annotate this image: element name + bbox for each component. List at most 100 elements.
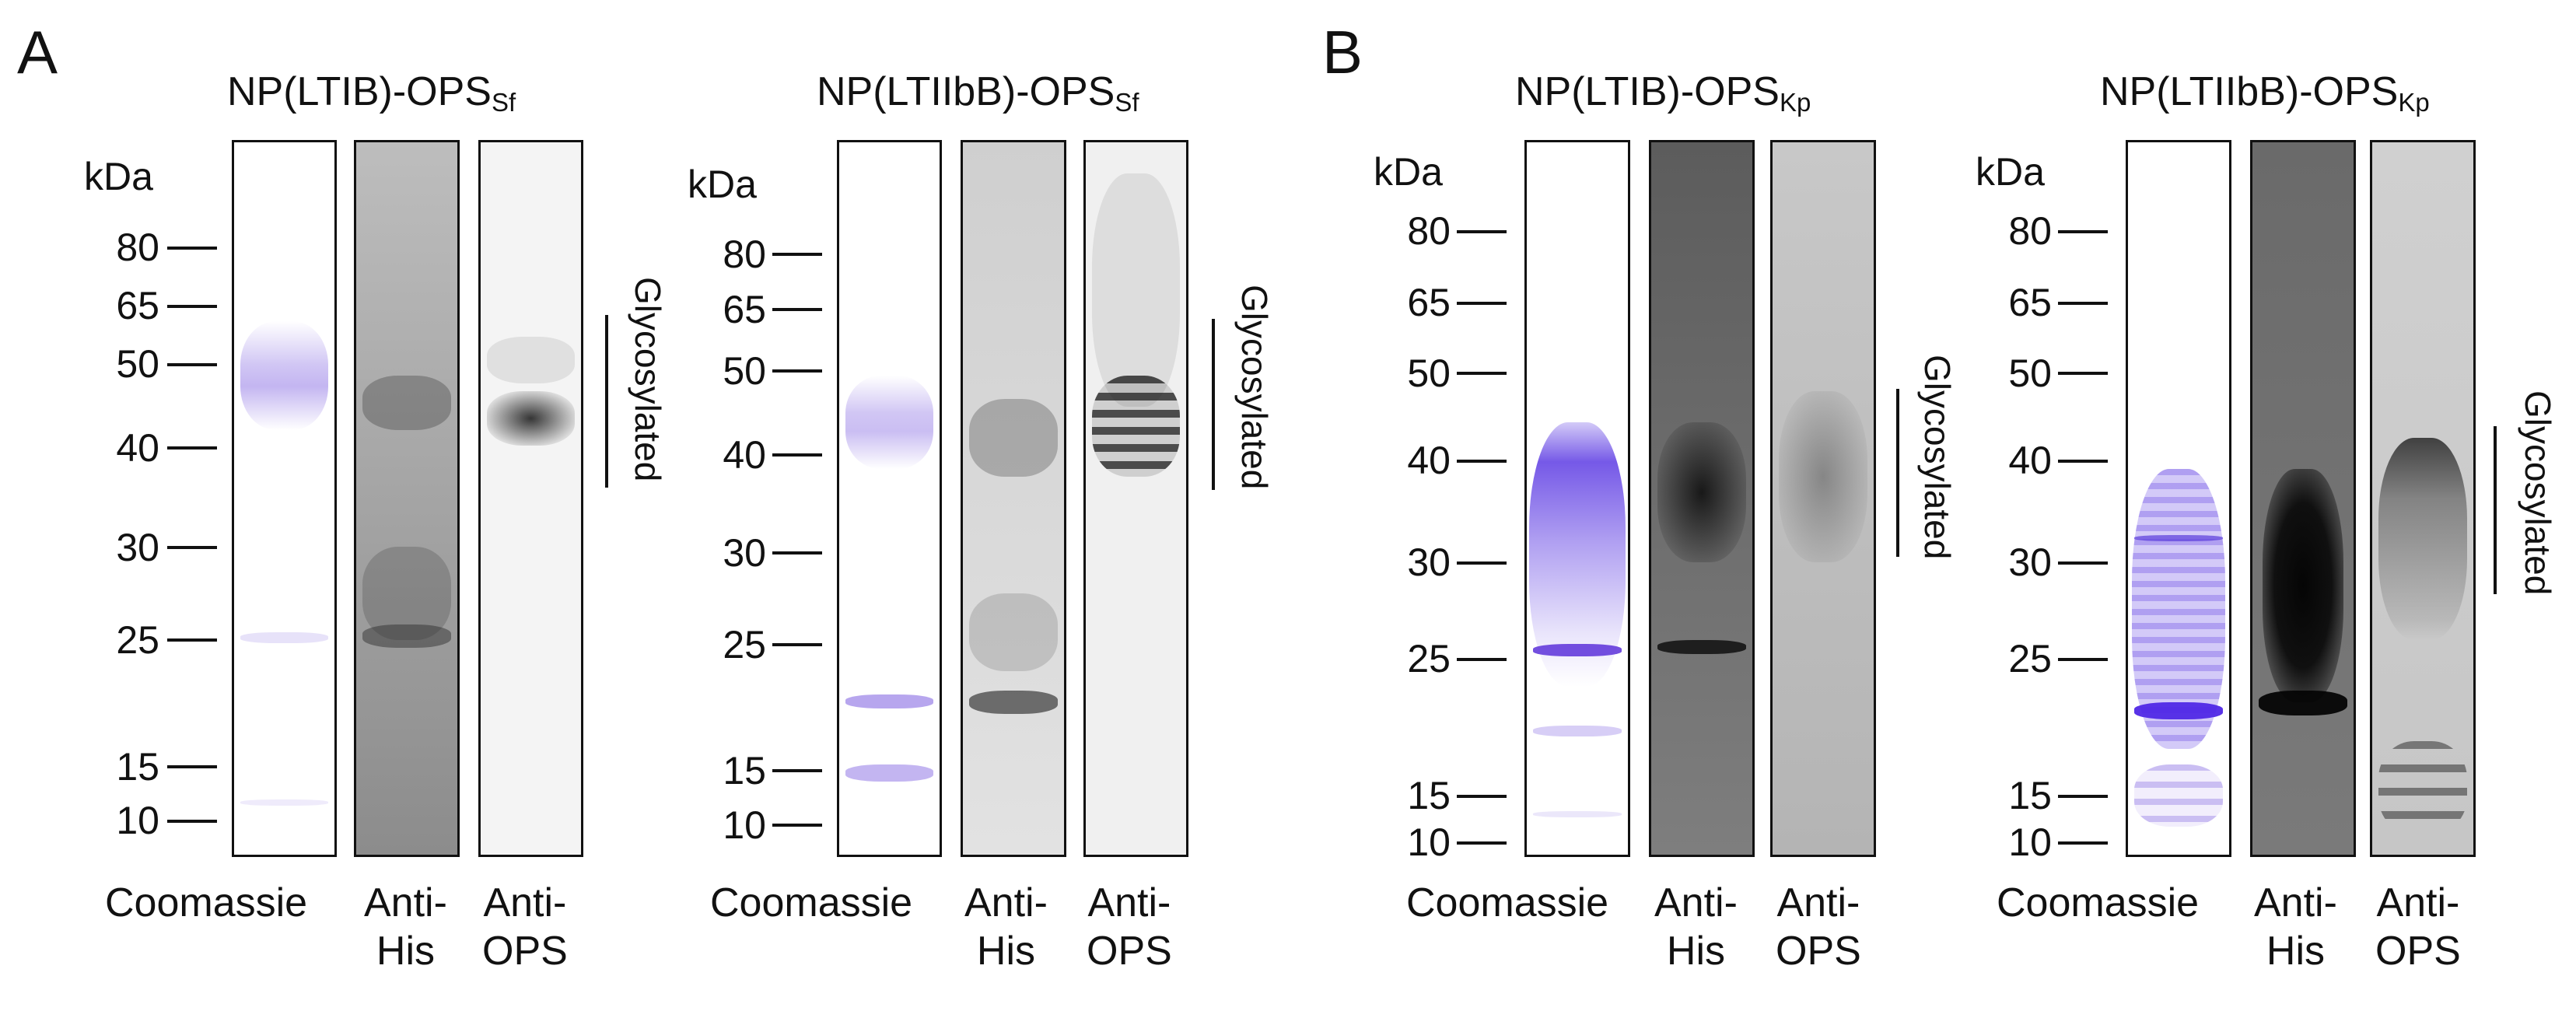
gel-lane-anti-ops [2370, 140, 2476, 857]
marker-label: 40 [1407, 439, 1451, 482]
glycosylated-bracket [1896, 389, 1899, 557]
lane-label: Coomassie [1997, 880, 2200, 925]
marker-label: 10 [2008, 820, 2052, 864]
marker-tick [167, 546, 217, 549]
marker-label: 65 [723, 288, 766, 331]
gel-lane-coomassie [232, 140, 337, 857]
marker-tick [772, 551, 822, 554]
glycosylated-bracket [2494, 426, 2497, 594]
gel-lane-anti-his [1649, 140, 1755, 857]
marker-label: 25 [2008, 637, 2052, 680]
marker-tick [2058, 795, 2108, 798]
marker-label: 10 [116, 799, 159, 842]
lane-label: Anti- His [364, 880, 447, 974]
marker-tick [2058, 841, 2108, 845]
marker-label: 80 [116, 226, 159, 269]
marker-label: 30 [2008, 540, 2052, 584]
marker-tick [2058, 561, 2108, 565]
lane-label: Anti- OPS [2375, 880, 2461, 974]
marker-tick [1457, 372, 1507, 375]
lane-label: Coomassie [105, 880, 308, 925]
marker-tick [2058, 230, 2108, 233]
gel-lane-anti-ops [478, 140, 583, 857]
marker-label: 50 [723, 349, 766, 393]
marker-label: 65 [116, 284, 159, 327]
kda-label: kDa [688, 163, 757, 206]
marker-label: 30 [116, 526, 159, 569]
lane-label: Anti- OPS [482, 880, 568, 974]
marker-label: 15 [116, 745, 159, 789]
marker-label: 15 [723, 749, 766, 792]
marker-label: 15 [1407, 774, 1451, 817]
marker-tick [167, 765, 217, 768]
gel-lane-anti-his [961, 140, 1066, 857]
glycosylated-label: Glycosylated [1234, 285, 1275, 490]
marker-label: 15 [2008, 774, 2052, 817]
marker-tick [1457, 302, 1507, 305]
gel-lane-anti-his [2250, 140, 2356, 857]
gel-title: NP(LTIIbB)-OPSKp [2100, 69, 2430, 117]
marker-label: 80 [2008, 209, 2052, 253]
lane-label: Coomassie [1406, 880, 1609, 925]
marker-tick [167, 363, 217, 366]
marker-tick [1457, 460, 1507, 463]
marker-tick [772, 453, 822, 457]
gel-title: NP(LTIB)-OPSKp [1515, 69, 1811, 117]
glycosylated-label: Glycosylated [1917, 355, 1958, 560]
kda-label: kDa [1976, 150, 2045, 194]
marker-tick [1457, 658, 1507, 661]
marker-label: 30 [723, 531, 766, 575]
marker-tick [167, 446, 217, 450]
marker-label: 40 [723, 433, 766, 477]
lane-label: Anti- OPS [1087, 880, 1172, 974]
marker-tick [2058, 460, 2108, 463]
lane-label: Anti- His [964, 880, 1048, 974]
gel-title: NP(LTIIbB)-OPSSf [817, 69, 1139, 117]
marker-tick [772, 643, 822, 646]
marker-label: 30 [1407, 540, 1451, 584]
gel-lane-anti-ops [1770, 140, 1876, 857]
glycosylated-label: Glycosylated [2518, 390, 2558, 596]
panel-letter-b: B [1322, 18, 1363, 86]
kda-label: kDa [84, 155, 153, 198]
marker-tick [772, 824, 822, 827]
marker-label: 40 [116, 426, 159, 470]
marker-tick [167, 247, 217, 250]
gel-lane-anti-ops [1083, 140, 1188, 857]
marker-tick [772, 253, 822, 256]
glycosylated-bracket [605, 315, 608, 488]
marker-label: 80 [723, 233, 766, 276]
marker-tick [167, 638, 217, 642]
glycosylated-bracket [1212, 319, 1215, 490]
lane-label: Coomassie [710, 880, 913, 925]
marker-tick [1457, 230, 1507, 233]
gel-lane-coomassie [2126, 140, 2231, 857]
marker-label: 25 [1407, 637, 1451, 680]
kda-label: kDa [1374, 150, 1443, 194]
marker-tick [2058, 372, 2108, 375]
lane-label: Anti- His [2254, 880, 2337, 974]
marker-label: 40 [2008, 439, 2052, 482]
marker-tick [1457, 561, 1507, 565]
gel-lane-anti-his [354, 140, 460, 857]
panel-letter-a: A [17, 18, 58, 86]
lane-label: Anti- OPS [1776, 880, 1861, 974]
marker-tick [2058, 658, 2108, 661]
marker-tick [1457, 795, 1507, 798]
gel-lane-coomassie [837, 140, 942, 857]
marker-label: 10 [1407, 820, 1451, 864]
marker-tick [772, 369, 822, 373]
lane-label: Anti- His [1654, 880, 1738, 974]
marker-tick [772, 308, 822, 311]
gel-lane-coomassie [1524, 140, 1630, 857]
marker-tick [1457, 841, 1507, 845]
marker-label: 10 [723, 803, 766, 847]
marker-tick [2058, 302, 2108, 305]
glycosylated-label: Glycosylated [628, 277, 668, 482]
marker-label: 50 [1407, 352, 1451, 395]
marker-label: 65 [1407, 281, 1451, 324]
marker-label: 25 [116, 618, 159, 662]
marker-label: 25 [723, 623, 766, 666]
marker-tick [772, 769, 822, 772]
marker-tick [167, 820, 217, 823]
